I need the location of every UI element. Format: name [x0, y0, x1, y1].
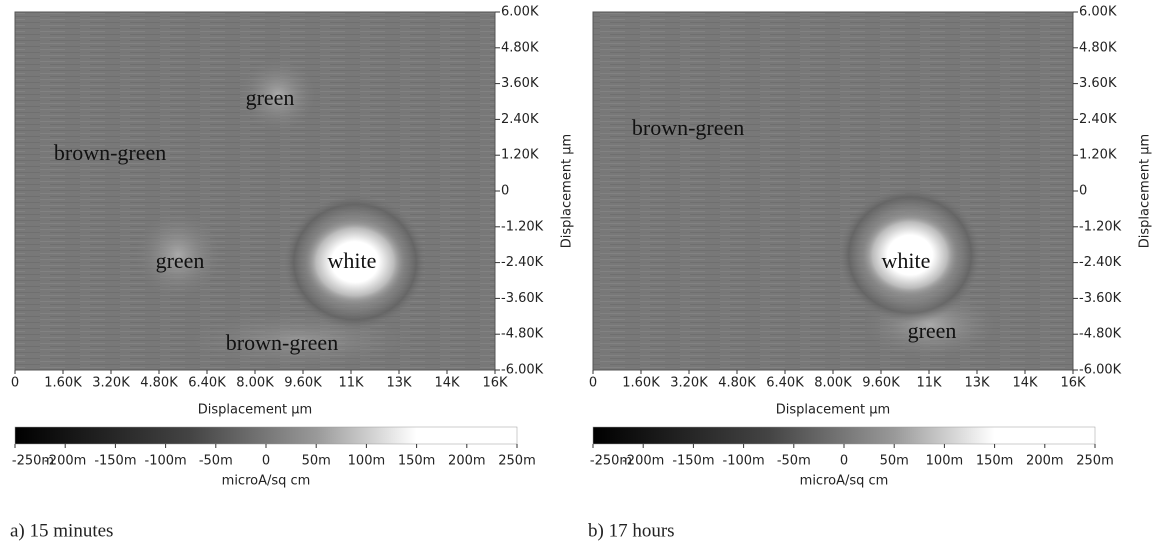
annotation: white — [881, 248, 930, 273]
y-tick-label: -6.00K — [501, 363, 544, 378]
annotation: brown-green — [54, 140, 166, 165]
colorbar-title: microA/sq cm — [800, 474, 889, 489]
y-tick-label: -6.00K — [1079, 363, 1122, 378]
x-tick-label: 11K — [916, 376, 942, 391]
annotation: brown-green — [226, 330, 338, 355]
colorbar-tick-label: -150m — [94, 454, 136, 469]
colorbar-tick-label: -250m — [12, 454, 54, 469]
x-tick-label: 3.20K — [670, 376, 708, 391]
x-tick-label: 3.20K — [92, 376, 130, 391]
x-tick-label: 8.00K — [236, 376, 274, 391]
y-tick-label: 6.00K — [1079, 5, 1117, 20]
annotation: green — [908, 318, 957, 343]
y-tick-label: 4.80K — [1079, 40, 1117, 55]
colorbar-tick-label: -150m — [672, 454, 714, 469]
y-tick-label: 3.60K — [501, 76, 539, 91]
x-tick-label: 8.00K — [814, 376, 852, 391]
x-axis-title: Displacement µm — [198, 403, 312, 418]
x-axis-title: Displacement µm — [776, 403, 890, 418]
colorbar-tick-label: 200m — [1026, 454, 1063, 469]
colorbar-tick-label: -200m — [44, 454, 86, 469]
colorbar-tick-label: -50m — [199, 454, 233, 469]
colorbar-tick-label: 150m — [398, 454, 435, 469]
x-tick-label: 1.60K — [622, 376, 660, 391]
y-tick-label: 0 — [1079, 184, 1087, 199]
y-tick-label: -4.80K — [501, 327, 544, 342]
y-axis-title: Displacement µm — [1138, 134, 1153, 248]
colorbar-tick-label: 50m — [880, 454, 909, 469]
colorbar-tick-label: -100m — [145, 454, 187, 469]
colorbar — [14, 426, 518, 445]
panel-b-map — [593, 12, 1073, 370]
x-tick-label: 0 — [589, 376, 597, 391]
y-axis-title: Displacement µm — [560, 134, 575, 248]
colorbar-title: microA/sq cm — [222, 474, 311, 489]
x-tick-label: 4.80K — [140, 376, 178, 391]
panel-a-map — [15, 12, 495, 370]
y-tick-label: 3.60K — [1079, 76, 1117, 91]
colorbar-tick-label: 150m — [976, 454, 1013, 469]
colorbar-tick-label: 250m — [1076, 454, 1113, 469]
colorbar-tick-label: 100m — [348, 454, 385, 469]
annotation: green — [246, 85, 295, 110]
colorbar-tick-label: 0 — [840, 454, 848, 469]
y-tick-label: 2.40K — [501, 112, 539, 127]
annotation: brown-green — [632, 115, 744, 140]
x-tick-label: 6.40K — [766, 376, 804, 391]
caption: a) 15 minutes — [10, 520, 113, 541]
annotation: white — [327, 248, 376, 273]
colorbar-tick-label: -200m — [622, 454, 664, 469]
y-tick-label: 1.20K — [501, 148, 539, 163]
x-tick-label: 1.60K — [44, 376, 82, 391]
annotation: green — [156, 248, 205, 273]
y-tick-label: -1.20K — [1079, 219, 1122, 234]
y-tick-label: -3.60K — [1079, 291, 1122, 306]
caption: b) 17 hours — [588, 520, 675, 541]
y-tick-label: 4.80K — [501, 40, 539, 55]
x-tick-label: 11K — [338, 376, 364, 391]
colorbar-tick-label: 100m — [926, 454, 963, 469]
colorbar-tick-label: 200m — [448, 454, 485, 469]
x-tick-label: 9.60K — [862, 376, 900, 391]
x-tick-label: 4.80K — [718, 376, 756, 391]
colorbar-tick-label: 50m — [302, 454, 331, 469]
x-tick-label: 13K — [964, 376, 990, 391]
y-tick-label: -2.40K — [501, 255, 544, 270]
y-tick-label: -1.20K — [501, 219, 544, 234]
colorbar-tick-label: -50m — [777, 454, 811, 469]
x-tick-label: 16K — [1060, 376, 1086, 391]
x-tick-label: 16K — [482, 376, 508, 391]
y-tick-label: -2.40K — [1079, 255, 1122, 270]
colorbar-tick-label: 0 — [262, 454, 270, 469]
y-tick-label: 0 — [501, 184, 509, 199]
x-tick-label: 13K — [386, 376, 412, 391]
colorbar-tick-label: 250m — [498, 454, 535, 469]
y-tick-label: -4.80K — [1079, 327, 1122, 342]
x-tick-label: 14K — [434, 376, 460, 391]
colorbar-tick-label: -250m — [590, 454, 632, 469]
colorbar-tick-label: -100m — [723, 454, 765, 469]
colorbar — [592, 426, 1096, 445]
y-tick-label: 6.00K — [501, 5, 539, 20]
x-tick-label: 14K — [1012, 376, 1038, 391]
y-tick-label: -3.60K — [501, 291, 544, 306]
x-tick-label: 0 — [11, 376, 19, 391]
x-tick-label: 6.40K — [188, 376, 226, 391]
y-tick-label: 1.20K — [1079, 148, 1117, 163]
y-tick-label: 2.40K — [1079, 112, 1117, 127]
x-tick-label: 9.60K — [284, 376, 322, 391]
